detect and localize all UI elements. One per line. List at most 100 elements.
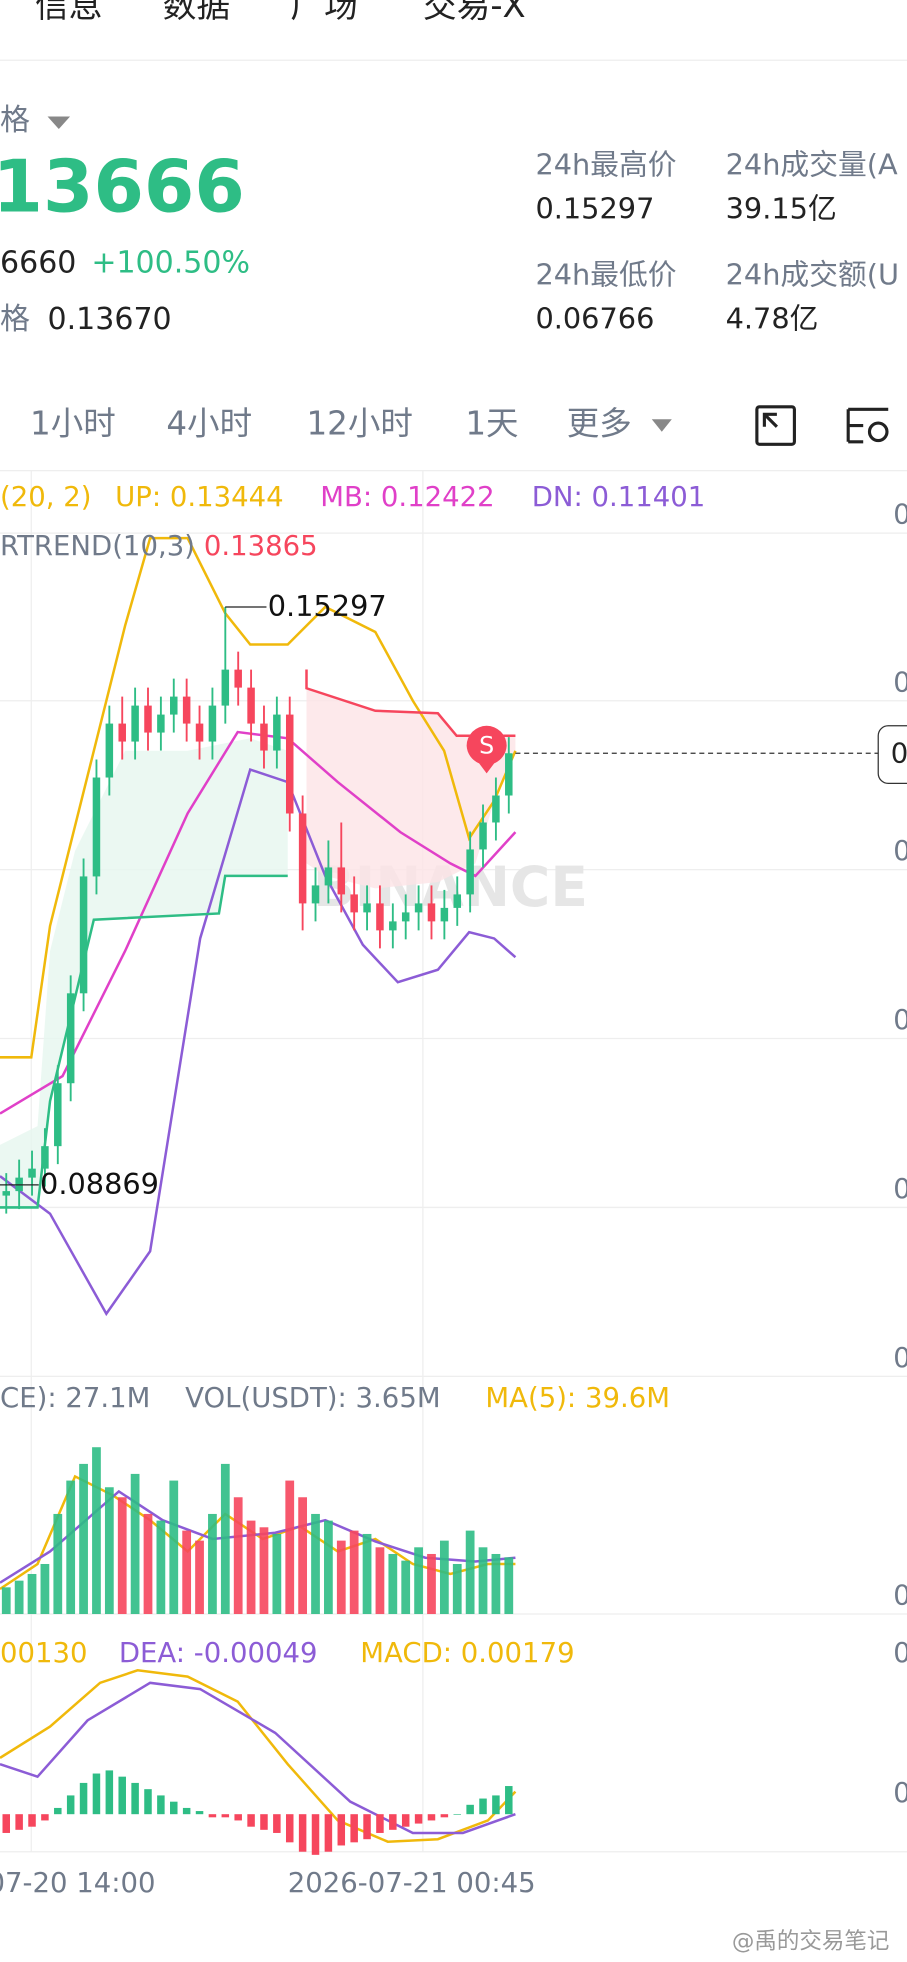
- volume-bar: [324, 1520, 333, 1615]
- candle-body: [311, 885, 320, 904]
- candle-body: [247, 687, 255, 724]
- candle-body: [401, 912, 410, 922]
- macd-bar: [66, 1795, 75, 1815]
- volume-bar: [208, 1513, 217, 1615]
- indicator-label: 0.13865: [204, 530, 318, 562]
- macd-bar: [376, 1814, 384, 1833]
- macd-bar: [466, 1804, 474, 1815]
- volume-bar: [195, 1540, 204, 1615]
- macd-bar: [92, 1773, 101, 1815]
- volume-label: MA(5): 39.6M: [485, 1382, 670, 1414]
- candle-body: [363, 903, 371, 913]
- candle-body: [41, 1146, 49, 1169]
- volume-bar: [233, 1497, 243, 1615]
- macd-bar: [311, 1814, 320, 1855]
- macd-bar: [208, 1814, 217, 1818]
- candle-body: [28, 1168, 36, 1178]
- y-axis-label: 0: [893, 1580, 907, 1612]
- macd-bar: [2, 1814, 11, 1833]
- volume-bar: [427, 1553, 436, 1615]
- interval-tab[interactable]: 4小时: [166, 405, 252, 443]
- volume-bar: [362, 1533, 372, 1615]
- indicator-label: UP: 0.13444: [115, 481, 284, 513]
- macd-bar: [182, 1807, 191, 1815]
- candle-body: [170, 696, 178, 715]
- candle-body: [131, 705, 139, 742]
- macd-bar: [440, 1814, 449, 1818]
- nav-tab[interactable]: 广场: [290, 0, 358, 25]
- volume-bar: [311, 1513, 320, 1615]
- volume-bar: [349, 1530, 359, 1615]
- y-axis-label: 0: [893, 499, 907, 531]
- y-axis-label: 0: [893, 666, 907, 698]
- volume-bar: [156, 1520, 166, 1615]
- tool-icons[interactable]: [755, 405, 889, 446]
- macd-bar: [492, 1795, 500, 1815]
- indicator-label: (20, 2): [0, 481, 91, 513]
- candle-body: [285, 714, 294, 814]
- nav-tab[interactable]: 交易-X: [423, 0, 526, 25]
- volume-bar: [182, 1530, 192, 1615]
- high-label: 0.15297: [268, 589, 387, 623]
- price-label[interactable]: 格: [0, 103, 30, 138]
- candle-body: [234, 669, 242, 688]
- candle-body: [453, 894, 462, 908]
- volume-bar: [388, 1553, 398, 1615]
- candle-body: [54, 1083, 62, 1147]
- macd-bar: [337, 1814, 346, 1846]
- interval-tab[interactable]: 1小时: [30, 405, 116, 443]
- interval-tab[interactable]: 1天: [465, 405, 518, 443]
- volume-bar: [79, 1463, 88, 1615]
- macd-bar: [157, 1795, 165, 1815]
- nav-tab[interactable]: 信息: [35, 0, 103, 25]
- candle-body: [157, 714, 165, 733]
- stat-value: 0.15297: [535, 191, 654, 225]
- candle-body: [479, 822, 487, 850]
- interval-tab[interactable]: 更多: [567, 405, 632, 443]
- volume-bar: [14, 1580, 24, 1615]
- macd-bar: [144, 1789, 152, 1815]
- volume-bar: [285, 1480, 295, 1615]
- candle-body: [182, 696, 191, 724]
- macd-bar: [247, 1814, 255, 1827]
- macd-label: MACD: 0.00179: [360, 1637, 574, 1669]
- volume-bar: [92, 1447, 101, 1615]
- volume-bar: [27, 1573, 37, 1615]
- volume-bar: [66, 1480, 76, 1615]
- volume-label: CE): 27.1M: [0, 1382, 150, 1414]
- price-tag-label: 0: [891, 738, 907, 770]
- macd-bar: [234, 1814, 242, 1821]
- volume-bar: [465, 1530, 475, 1615]
- stat-label: 24h成交量(A: [726, 148, 898, 182]
- volume-bar: [259, 1527, 269, 1615]
- candle-body: [324, 867, 333, 886]
- stat-value: 4.78亿: [726, 301, 819, 335]
- price-change: +100.50%: [91, 246, 250, 281]
- macd-label: 00130: [0, 1637, 88, 1669]
- volume-bar: [246, 1520, 256, 1615]
- nav-tab[interactable]: 数据: [163, 0, 231, 25]
- stat-label: 24h成交额(U: [726, 258, 899, 292]
- low-label: 0.08869: [40, 1167, 159, 1201]
- macd-bar: [118, 1776, 126, 1815]
- stat-value: 0.06766: [535, 301, 654, 335]
- candle-body: [118, 723, 126, 742]
- macd-bar: [273, 1814, 281, 1833]
- candle-body: [427, 903, 436, 922]
- macd-bar: [401, 1814, 410, 1827]
- candle-body: [389, 921, 397, 931]
- candle-body: [221, 669, 230, 706]
- macd-bar: [350, 1814, 358, 1843]
- last-price: 13666: [0, 146, 245, 230]
- interval-tab[interactable]: 12小时: [307, 405, 413, 443]
- candle-body: [105, 723, 114, 778]
- candle-body: [414, 903, 423, 913]
- candle-body: [66, 993, 75, 1084]
- mark-label: 格: [0, 302, 30, 337]
- macd-bar: [260, 1814, 268, 1830]
- macd-axis-label: 0: [893, 1637, 907, 1669]
- candle-body: [208, 705, 217, 742]
- signal-label: S: [479, 732, 494, 760]
- macd-bar: [131, 1782, 139, 1815]
